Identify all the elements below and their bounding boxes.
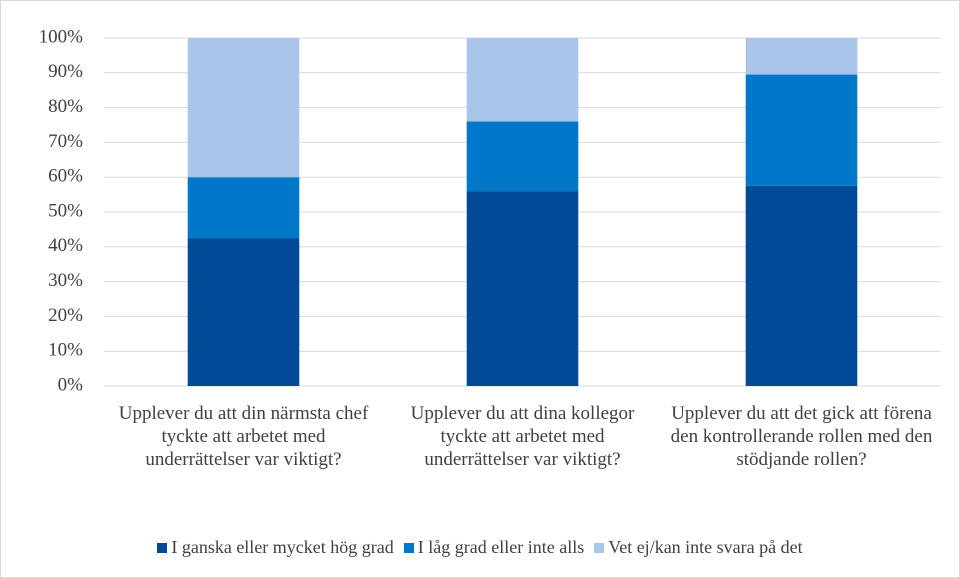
y-tick-label: 20% [48,305,83,326]
y-tick-label: 70% [48,131,83,152]
y-tick-label: 30% [48,270,83,291]
legend-swatch [157,542,168,553]
legend-item: I låg grad eller inte alls [403,537,585,558]
legend-item: I ganska eller mycket hög grad [157,537,394,558]
y-tick-label: 0% [58,374,84,395]
y-tick-label: 80% [48,96,83,117]
y-tick-label: 50% [48,200,83,221]
bar-segment [745,74,858,186]
bar-segment [187,177,300,239]
legend-swatch [403,542,414,553]
bar-segment [745,185,858,386]
y-tick-label: 40% [48,235,83,256]
legend-swatch [594,542,605,553]
bar-segment [187,38,300,178]
bar-segment [187,238,300,386]
y-tick-label: 60% [48,166,83,187]
y-tick-label: 90% [48,61,83,82]
legend: I ganska eller mycket hög grad I låg grad… [1,537,959,558]
y-tick-label: 10% [48,340,83,361]
y-tick-label: 100% [39,26,84,47]
bar-segment [466,191,579,386]
legend-item: Vet ej/kan inte svara på det [594,537,803,558]
legend-label: Vet ej/kan inte svara på det [608,537,803,557]
bar-segment [466,38,579,122]
x-tick-label: Upplever du att din närmsta chef tyckte … [118,403,369,470]
x-tick-label: Upplever du att det gick att förena den … [670,403,933,470]
legend-label: I låg grad eller inte alls [417,537,585,557]
bar-segment [745,38,858,75]
bar-segment [466,121,579,192]
legend-label: I ganska eller mycket hög grad [171,537,394,557]
x-tick-label: Upplever du att dina kollegor tyckte att… [410,403,635,470]
